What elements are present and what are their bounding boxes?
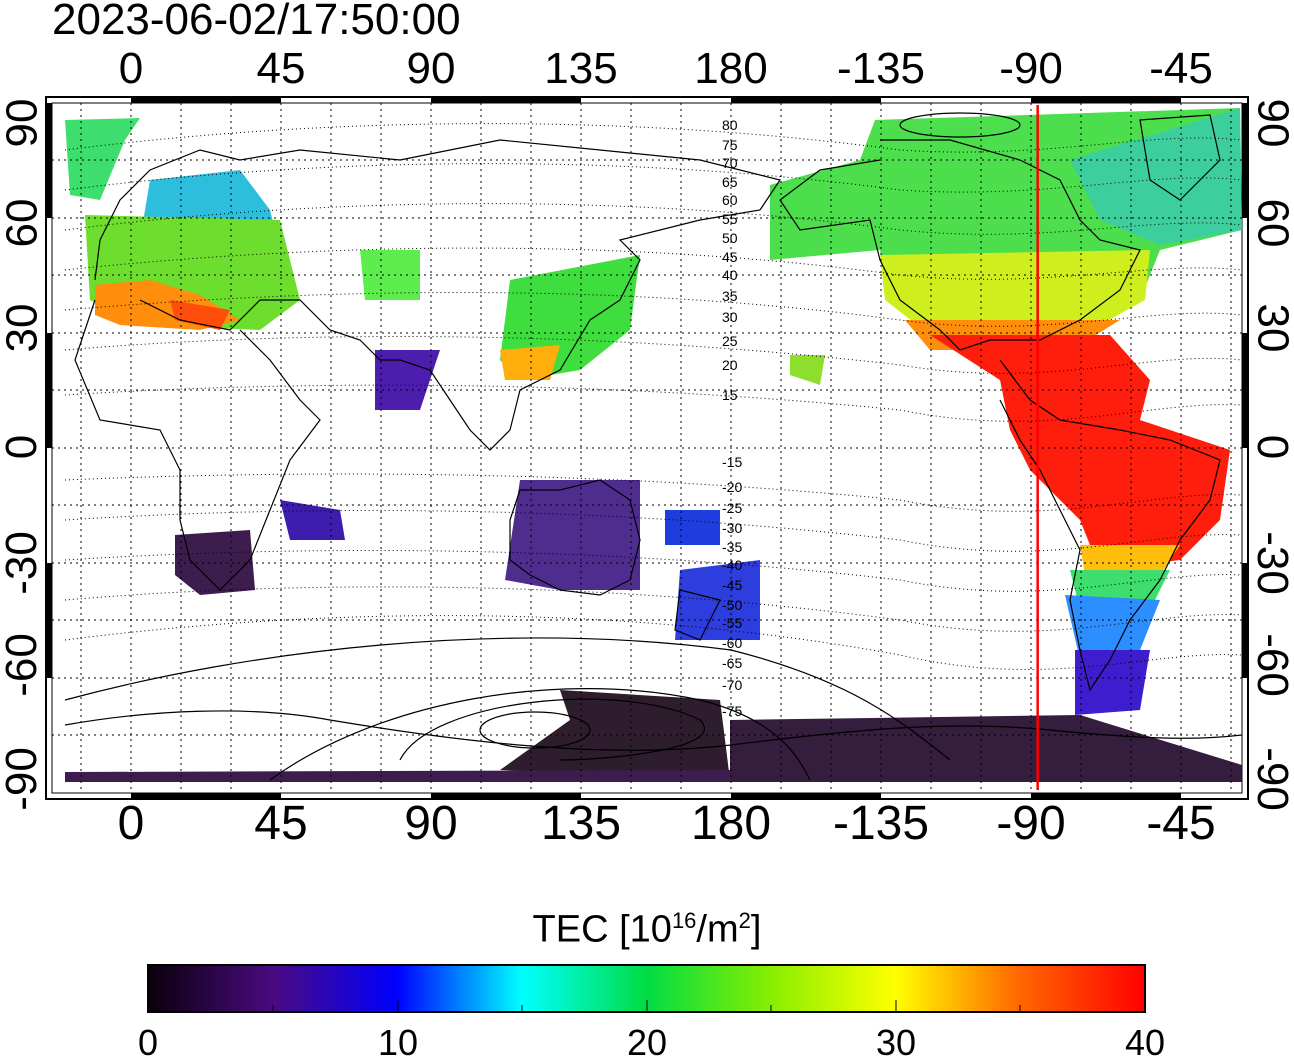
contour-label: 30 bbox=[722, 309, 738, 325]
magnetic-pole-contours bbox=[64, 112, 1021, 781]
tec-data-patches bbox=[65, 108, 1242, 782]
contour-label: 25 bbox=[722, 333, 738, 349]
colorbar bbox=[147, 964, 1146, 1013]
contour-label: 65 bbox=[722, 174, 738, 190]
lon-tick: 180 bbox=[690, 797, 772, 850]
coastlines bbox=[64, 114, 1243, 751]
contour-label: -35 bbox=[722, 539, 742, 555]
lon-tick: 0 bbox=[118, 44, 144, 93]
graticule bbox=[52, 103, 1242, 793]
contour-label: -75 bbox=[722, 703, 742, 719]
contour-label: -50 bbox=[722, 597, 742, 613]
contour-label: 45 bbox=[722, 249, 738, 265]
colorbar-tick: 40 bbox=[1124, 1022, 1166, 1063]
contour-labels: 80 75 70 65 60 55 50 45 40 35 30 25 20 1… bbox=[722, 117, 742, 719]
lon-tick: -90 bbox=[999, 44, 1063, 93]
contour-label: -40 bbox=[722, 557, 742, 573]
lon-tick: -45 bbox=[1149, 44, 1213, 93]
contour-label: 40 bbox=[722, 267, 738, 283]
contour-label: -45 bbox=[722, 577, 742, 593]
map-frame bbox=[45, 96, 1249, 800]
contour-label: -20 bbox=[722, 479, 742, 495]
contour-label: 20 bbox=[722, 357, 738, 373]
colorbar-title: TEC [1016/m2] bbox=[532, 908, 762, 951]
lon-tick: -135 bbox=[836, 44, 926, 93]
contour-label: -15 bbox=[722, 454, 742, 470]
contour-label: 15 bbox=[722, 387, 738, 403]
lon-tick: 90 bbox=[406, 44, 456, 93]
contour-label: 55 bbox=[722, 211, 738, 227]
contour-label: -65 bbox=[722, 655, 742, 671]
contour-label: -60 bbox=[722, 635, 742, 651]
lon-tick: 135 bbox=[544, 44, 618, 93]
lon-tick: -135 bbox=[832, 797, 930, 850]
colorbar-tick: 10 bbox=[377, 1022, 419, 1063]
contour-label: 50 bbox=[722, 230, 738, 246]
contour-label: -30 bbox=[722, 520, 742, 536]
contour-label: -55 bbox=[722, 615, 742, 631]
lon-tick: 45 bbox=[256, 44, 306, 93]
lon-tick: 0 bbox=[117, 797, 145, 850]
lon-tick: 45 bbox=[254, 797, 308, 850]
colorbar-tick: 30 bbox=[875, 1022, 917, 1063]
magnetic-contours bbox=[64, 123, 1243, 670]
contour-label: 35 bbox=[722, 288, 738, 304]
contour-label: 70 bbox=[722, 155, 738, 171]
colorbar-tick: 0 bbox=[137, 1022, 159, 1063]
contour-label: 80 bbox=[722, 117, 738, 133]
timestamp: 2023-06-02/17:50:00 bbox=[52, 0, 461, 44]
lon-tick: 90 bbox=[404, 797, 458, 850]
contour-label: -70 bbox=[722, 677, 742, 693]
lon-tick: 135 bbox=[540, 797, 622, 850]
contour-label: 75 bbox=[722, 137, 738, 153]
colorbar-tick: 20 bbox=[626, 1022, 668, 1063]
lon-tick: 180 bbox=[694, 44, 768, 93]
contour-label: -25 bbox=[722, 500, 742, 516]
lon-tick: -90 bbox=[996, 797, 1066, 850]
contour-label: 60 bbox=[722, 192, 738, 208]
lon-tick: -45 bbox=[1146, 797, 1216, 850]
